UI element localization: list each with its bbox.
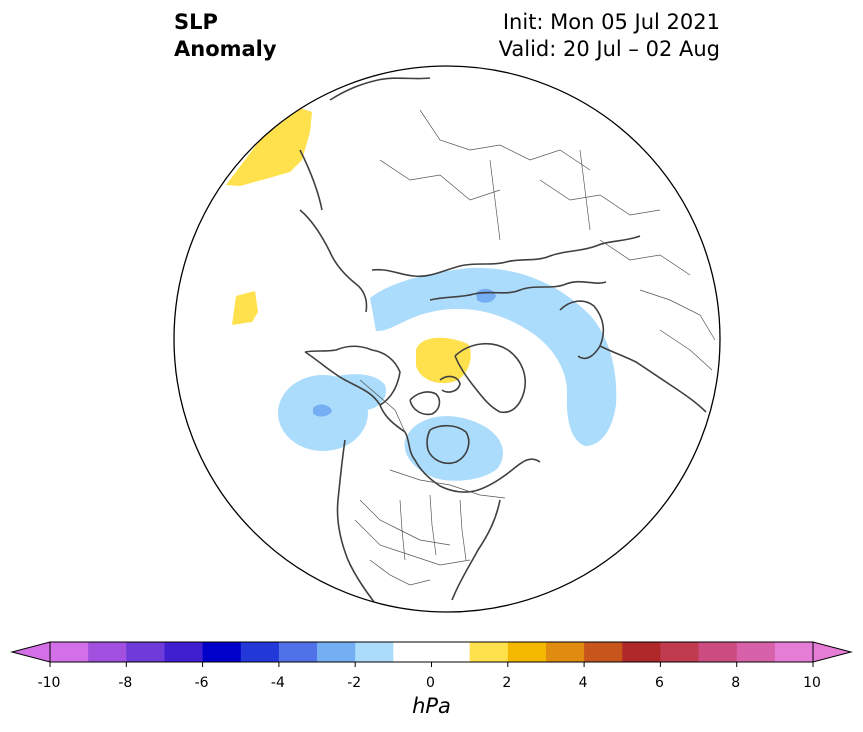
colorbar-max-arrow <box>812 641 853 663</box>
siberia-low-band <box>370 267 617 446</box>
colorbar-tick-label: 4 <box>579 675 588 691</box>
colorbar-cell <box>469 642 509 662</box>
valid-range: Valid: 20 Jul – 02 Aug <box>498 37 720 61</box>
map-boundary <box>173 65 721 613</box>
colorbar-cell <box>507 642 547 662</box>
title-line-1: SLP <box>174 10 218 34</box>
polar-map <box>173 65 721 613</box>
colorbar-cell <box>622 642 661 662</box>
colorbar-tick-label: 2 <box>502 675 511 691</box>
colorbar-tick-label: -4 <box>271 675 285 691</box>
northeast-pacific-high <box>226 108 312 186</box>
deeper-low-alaska <box>313 404 332 417</box>
colorbar-cell <box>736 642 776 662</box>
colorbar: -10 -8 -6 -4 -2 0 2 4 6 8 10 <box>10 641 853 691</box>
colorbar-tick-label: 6 <box>655 675 664 691</box>
init-date: Init: Mon 05 Jul 2021 <box>502 10 720 34</box>
colorbar-cell <box>50 642 89 662</box>
date-info: Init: Mon 05 Jul 2021 Valid: 20 Jul – 02… <box>499 9 720 63</box>
colorbar-cell <box>126 642 165 662</box>
title-line-2: Anomaly <box>174 37 277 61</box>
coastlines <box>299 77 707 611</box>
colorbar-cell <box>431 642 471 662</box>
colorbar-cell <box>660 642 700 662</box>
colorbar-cell <box>393 642 432 662</box>
arctic-ocean-high <box>416 337 471 384</box>
colorbar-tick-label: -2 <box>347 675 361 691</box>
colorbar-min-arrow <box>10 641 51 663</box>
colorbar-tick-label: -8 <box>118 675 132 691</box>
colorbar-cell <box>774 642 814 662</box>
colorbar-cell <box>584 642 623 662</box>
colorbar-tick-label: 8 <box>731 675 740 691</box>
colorbar-cell <box>317 642 356 662</box>
colorbar-cell <box>545 642 585 662</box>
map-title: SLP Anomaly <box>174 9 277 63</box>
colorbar-tick-label: -10 <box>38 675 61 691</box>
colorbar-tick-label: -6 <box>195 675 209 691</box>
gulf-of-alaska-low-ext <box>330 374 386 411</box>
colorbar-tick-label: 10 <box>803 675 821 691</box>
colorbar-cell <box>88 642 127 662</box>
colorbar-unit: hPa <box>412 694 451 718</box>
colorbar-cell <box>278 642 318 662</box>
borders <box>354 109 716 586</box>
north-pacific-small-high <box>232 291 258 325</box>
colorbar-cell <box>698 642 738 662</box>
colorbar-cell <box>202 642 242 662</box>
colorbar-cell <box>164 642 204 662</box>
colorbar-cell <box>240 642 280 662</box>
colorbar-tick-label: 0 <box>426 675 435 691</box>
colorbar-cell <box>355 642 394 662</box>
